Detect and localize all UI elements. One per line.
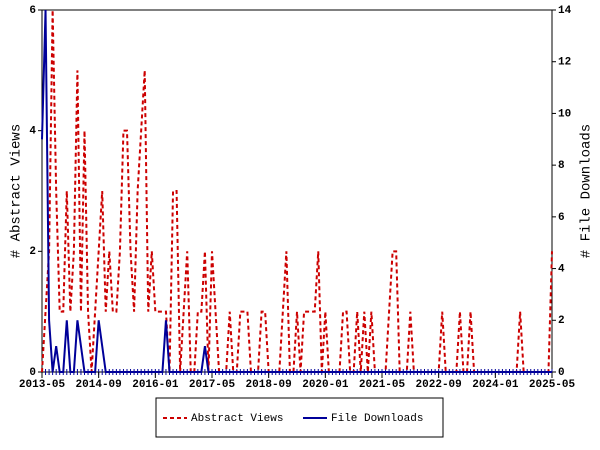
y2-tick-label: 4 — [558, 263, 565, 275]
x-tick-label: 2020-01 — [302, 379, 349, 391]
x-tick-label: 2018-09 — [246, 379, 292, 391]
y-tick-label: 4 — [29, 126, 36, 138]
x-tick-label: 2025-05 — [529, 379, 576, 391]
y-tick-label: 6 — [29, 5, 36, 17]
x-tick-label: 2021-05 — [359, 379, 406, 391]
legend — [155, 397, 444, 438]
x-tick-label: 2024-01 — [472, 379, 519, 391]
x-tick-label: 2022-09 — [416, 379, 462, 391]
legend-label: File Downloads — [331, 413, 423, 425]
y-tick-label: 2 — [29, 246, 36, 258]
y-tick-label: 0 — [29, 367, 36, 379]
y2-tick-label: 6 — [558, 212, 565, 224]
x-tick-label: 2016-01 — [132, 379, 179, 391]
y2-tick-label: 10 — [558, 108, 571, 120]
series-line — [41, 9, 552, 373]
y-axis-label: # Abstract Views — [9, 124, 25, 258]
y2-tick-label: 2 — [558, 315, 565, 327]
y2-tick-label: 8 — [558, 160, 565, 172]
y2-axis-label: # File Downloads — [579, 124, 595, 258]
x-tick-label: 2013-05 — [19, 379, 66, 391]
y2-tick-label: 14 — [558, 5, 572, 17]
legend-label: Abstract Views — [191, 413, 283, 425]
y2-tick-label: 0 — [558, 367, 565, 379]
x-tick-label: 2014-09 — [76, 379, 122, 391]
y2-tick-label: 12 — [558, 57, 571, 69]
x-tick-label: 2017-05 — [189, 379, 236, 391]
plot-area — [41, 9, 553, 373]
